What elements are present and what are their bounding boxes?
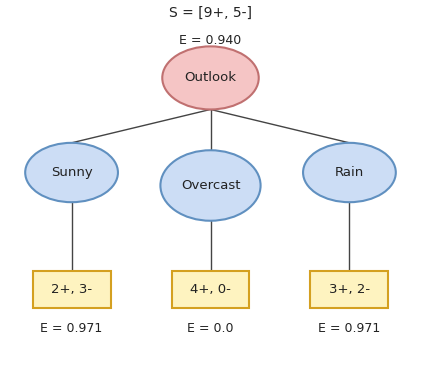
Text: E = 0.0: E = 0.0 — [187, 322, 234, 335]
Text: 2+, 3-: 2+, 3- — [51, 283, 92, 296]
FancyBboxPatch shape — [172, 271, 250, 308]
Text: Rain: Rain — [335, 166, 364, 179]
Text: 4+, 0-: 4+, 0- — [190, 283, 231, 296]
Ellipse shape — [160, 150, 261, 221]
Ellipse shape — [303, 143, 396, 202]
Ellipse shape — [162, 46, 259, 109]
Text: E = 0.971: E = 0.971 — [40, 322, 103, 335]
Text: Outlook: Outlook — [184, 71, 237, 85]
Text: S = [9+, 5-]: S = [9+, 5-] — [169, 6, 252, 20]
FancyBboxPatch shape — [33, 271, 110, 308]
Text: Sunny: Sunny — [51, 166, 93, 179]
Text: 3+, 2-: 3+, 2- — [329, 283, 370, 296]
Ellipse shape — [25, 143, 118, 202]
Text: Overcast: Overcast — [181, 179, 240, 192]
FancyBboxPatch shape — [310, 271, 388, 308]
Text: E = 0.971: E = 0.971 — [318, 322, 381, 335]
Text: E = 0.940: E = 0.940 — [179, 34, 242, 47]
